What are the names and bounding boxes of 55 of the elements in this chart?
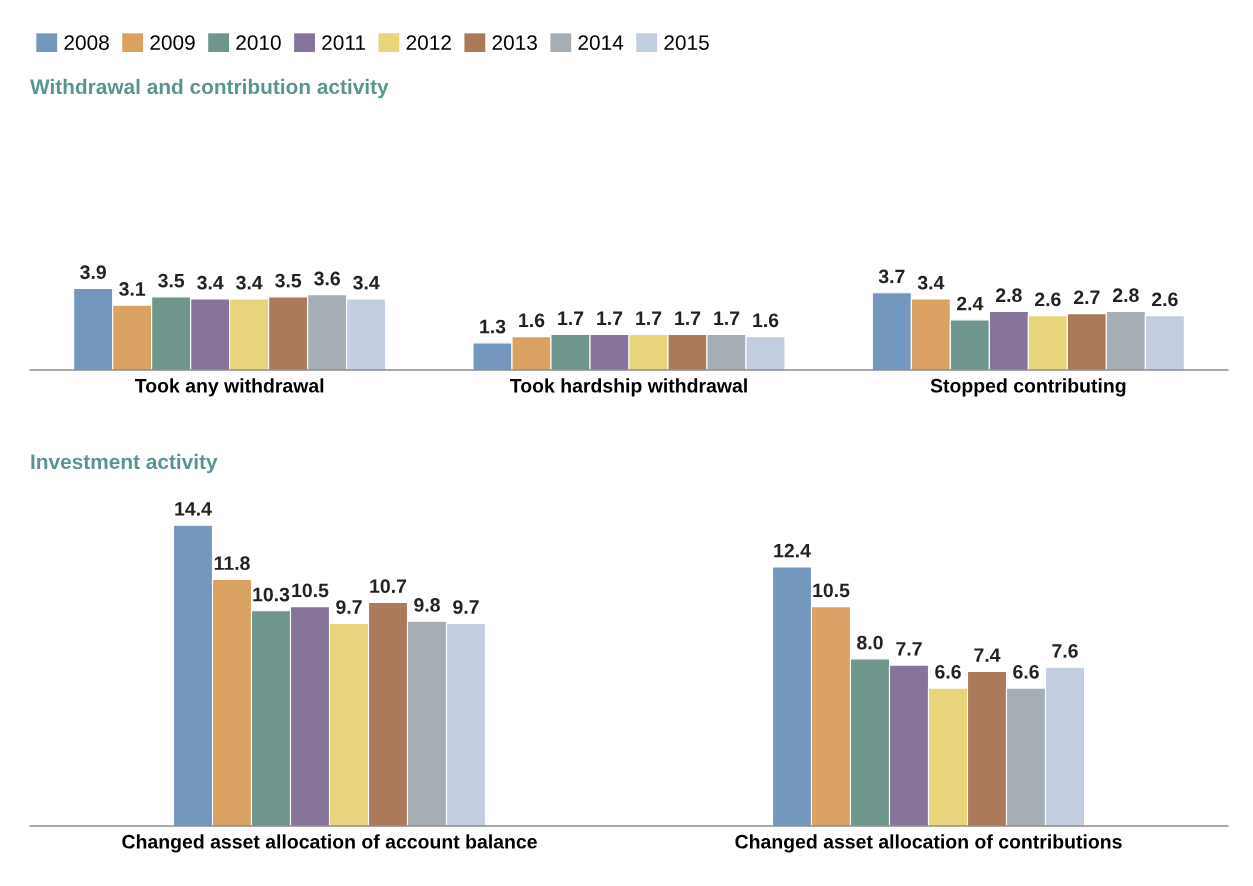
data-label: 3.7 (878, 269, 905, 284)
data-label: 3.1 (119, 282, 146, 296)
data-label: 9.7 (453, 600, 479, 614)
data-label: 3.5 (158, 273, 185, 288)
data-label: 2.7 (1073, 290, 1100, 304)
x-tick-label: Changed asset allocation of contributions (735, 834, 1122, 853)
data-label: 1.6 (519, 313, 545, 328)
data-label: 2.4 (956, 296, 984, 311)
legend-label: 2015 (664, 35, 709, 50)
x-tick-label: Took hardship withdrawal (510, 378, 747, 397)
data-label: 3.4 (236, 275, 263, 290)
data-label: 1.7 (714, 311, 740, 325)
data-label: 14.4 (175, 502, 212, 516)
legend-label: 2011 (322, 35, 365, 50)
data-label: 3.6 (314, 271, 340, 286)
data-label: 2.8 (1112, 288, 1139, 303)
legend-label: 2012 (406, 35, 451, 50)
chart-title: Investment activity (31, 453, 218, 474)
data-label: 7.4 (974, 648, 1001, 662)
data-label: 7.7 (896, 642, 922, 656)
chart-title: Withdrawal and contribution activity (30, 78, 389, 99)
data-label: 6.6 (935, 664, 961, 679)
data-label: 10.5 (292, 583, 329, 598)
legend-label: 2009 (150, 35, 195, 50)
data-label: 3.4 (197, 275, 224, 290)
legend-label: 2008 (64, 35, 109, 50)
data-label: 9.8 (414, 598, 440, 612)
data-label: 6.6 (1013, 664, 1039, 679)
data-label: 2.6 (1034, 292, 1061, 307)
legend-label: 2010 (236, 35, 281, 50)
data-label: 11.8 (214, 556, 250, 571)
x-tick-label: Took any withdrawal (134, 378, 324, 397)
data-label: 8.0 (857, 635, 883, 650)
data-label: 7.6 (1052, 644, 1078, 658)
legend-label: 2014 (578, 35, 624, 50)
data-label: 2.8 (995, 288, 1022, 303)
data-label: 1.6 (753, 313, 779, 328)
data-label: 1.7 (636, 311, 662, 325)
data-label: 2.6 (1151, 292, 1178, 307)
x-tick-label: Changed asset allocation of account balance (122, 834, 537, 853)
legend-label: 2013 (492, 35, 537, 50)
data-label: 9.7 (336, 600, 362, 614)
data-label: 1.7 (675, 311, 701, 325)
data-label: 3.9 (80, 265, 106, 280)
data-label: 10.3 (253, 587, 290, 602)
data-label: 3.5 (275, 273, 302, 288)
data-label: 3.4 (353, 275, 380, 290)
x-tick-label: Stopped contributing (930, 378, 1126, 397)
data-label: 12.4 (774, 543, 811, 558)
data-label: 10.7 (370, 579, 407, 594)
data-label: 10.5 (813, 583, 850, 598)
data-label: 1.7 (558, 311, 584, 325)
data-label: 3.4 (917, 275, 945, 290)
data-label: 1.3 (480, 319, 506, 334)
data-label: 1.7 (597, 311, 623, 325)
